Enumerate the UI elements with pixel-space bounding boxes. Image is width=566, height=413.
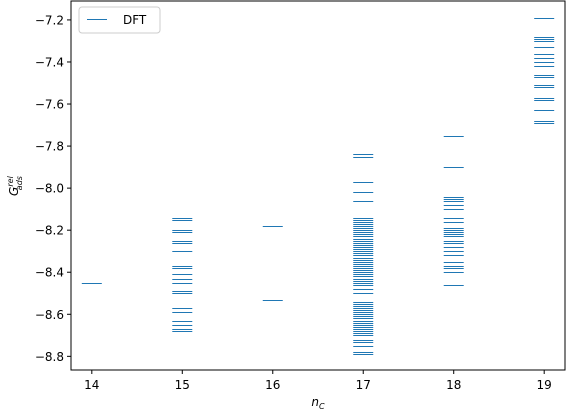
legend-label-dft: DFT	[123, 13, 147, 27]
y-axis-label-superscript: rel	[6, 175, 15, 186]
x-tick-label: 19	[537, 378, 552, 392]
legend: DFT	[78, 6, 161, 34]
x-axis-label: nC	[311, 395, 325, 411]
x-axis-label-subscript: C	[319, 402, 325, 411]
y-tick-label: −7.8	[35, 140, 64, 154]
y-tick-label: −7.6	[35, 98, 64, 112]
y-axis: −8.8 −8.6 −8.4 −8.2 −8.0 −7.8 −7.6 −7.4 −7.2	[35, 13, 71, 364]
y-axis-label-main: G	[7, 187, 21, 196]
x-tick-label: 16	[265, 378, 280, 392]
x-tick-label: 15	[175, 378, 190, 392]
y-tick-label: −7.4	[35, 55, 64, 69]
x-axis: 14 15 16 17 18 19	[84, 370, 552, 392]
legend-box	[78, 6, 161, 34]
y-tick-label: −8.2	[35, 224, 64, 238]
x-tick-label: 17	[356, 378, 371, 392]
y-tick-label: −8.0	[35, 182, 64, 196]
plot-frame	[70, 0, 566, 371]
y-tick-label: −8.6	[35, 308, 64, 322]
y-tick-label: −8.4	[35, 266, 64, 280]
y-axis-label-subscript: ads	[15, 176, 24, 190]
x-axis-label-main: n	[311, 395, 319, 409]
x-tick-label: 18	[446, 378, 461, 392]
x-tick-label: 14	[84, 378, 99, 392]
y-tick-label: −7.2	[35, 13, 64, 27]
data-marks	[81, 18, 555, 355]
y-axis-label: Grelads	[6, 175, 24, 196]
y-tick-label: −8.8	[35, 350, 64, 364]
